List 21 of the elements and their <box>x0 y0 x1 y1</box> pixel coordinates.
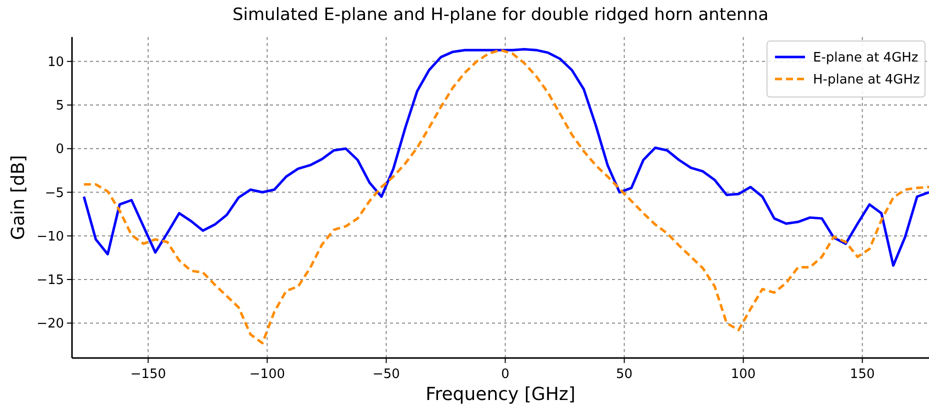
x-tick-label: 150 <box>850 367 875 382</box>
x-tick-label: 100 <box>730 367 756 382</box>
x-tick-label: 0 <box>501 367 510 382</box>
y-tick-label: −20 <box>36 316 64 332</box>
y-tick-label: 10 <box>47 54 64 70</box>
x-tick-label: 50 <box>616 367 633 382</box>
chart-title: Simulated E-plane and H-plane for double ridged horn antenna <box>232 5 769 25</box>
line-series <box>82 48 929 267</box>
x-axis-title: Frequency [GHz] <box>426 384 576 405</box>
y-tick-label: −15 <box>36 272 64 288</box>
legend-label: H-plane at 4GHz <box>813 72 920 88</box>
x-tick-label: −100 <box>249 367 286 382</box>
y-axis-title: Gain [dB] <box>8 155 29 240</box>
line-series <box>82 48 929 344</box>
x-tick-label: −50 <box>372 367 400 382</box>
y-tick-label: 5 <box>56 98 64 114</box>
y-tick-label: −10 <box>36 229 64 244</box>
x-tick-label: −150 <box>130 367 166 382</box>
y-tick-label: −5 <box>44 186 64 201</box>
legend-label: E-plane at 4GHz <box>813 50 918 66</box>
y-tick-label: 0 <box>56 142 64 158</box>
